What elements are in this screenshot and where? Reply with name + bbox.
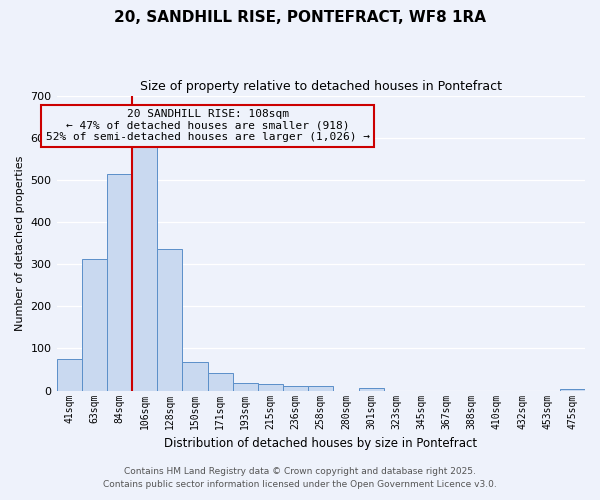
Bar	[208, 373, 233, 390]
Bar	[359, 388, 383, 390]
Title: Size of property relative to detached houses in Pontefract: Size of property relative to detached ho…	[140, 80, 502, 93]
Bar	[560, 388, 585, 390]
Bar	[283, 386, 308, 390]
Bar	[182, 362, 208, 390]
Bar	[56, 359, 82, 390]
Text: 20, SANDHILL RISE, PONTEFRACT, WF8 1RA: 20, SANDHILL RISE, PONTEFRACT, WF8 1RA	[114, 10, 486, 25]
Text: Contains HM Land Registry data © Crown copyright and database right 2025.
Contai: Contains HM Land Registry data © Crown c…	[103, 468, 497, 489]
Bar	[233, 382, 258, 390]
Bar	[308, 386, 334, 390]
Bar	[107, 174, 132, 390]
X-axis label: Distribution of detached houses by size in Pontefract: Distribution of detached houses by size …	[164, 437, 478, 450]
Bar	[82, 259, 107, 390]
Y-axis label: Number of detached properties: Number of detached properties	[15, 156, 25, 331]
Bar	[132, 144, 157, 390]
Bar	[258, 384, 283, 390]
Text: 20 SANDHILL RISE: 108sqm
← 47% of detached houses are smaller (918)
52% of semi-: 20 SANDHILL RISE: 108sqm ← 47% of detach…	[46, 109, 370, 142]
Bar	[157, 250, 182, 390]
